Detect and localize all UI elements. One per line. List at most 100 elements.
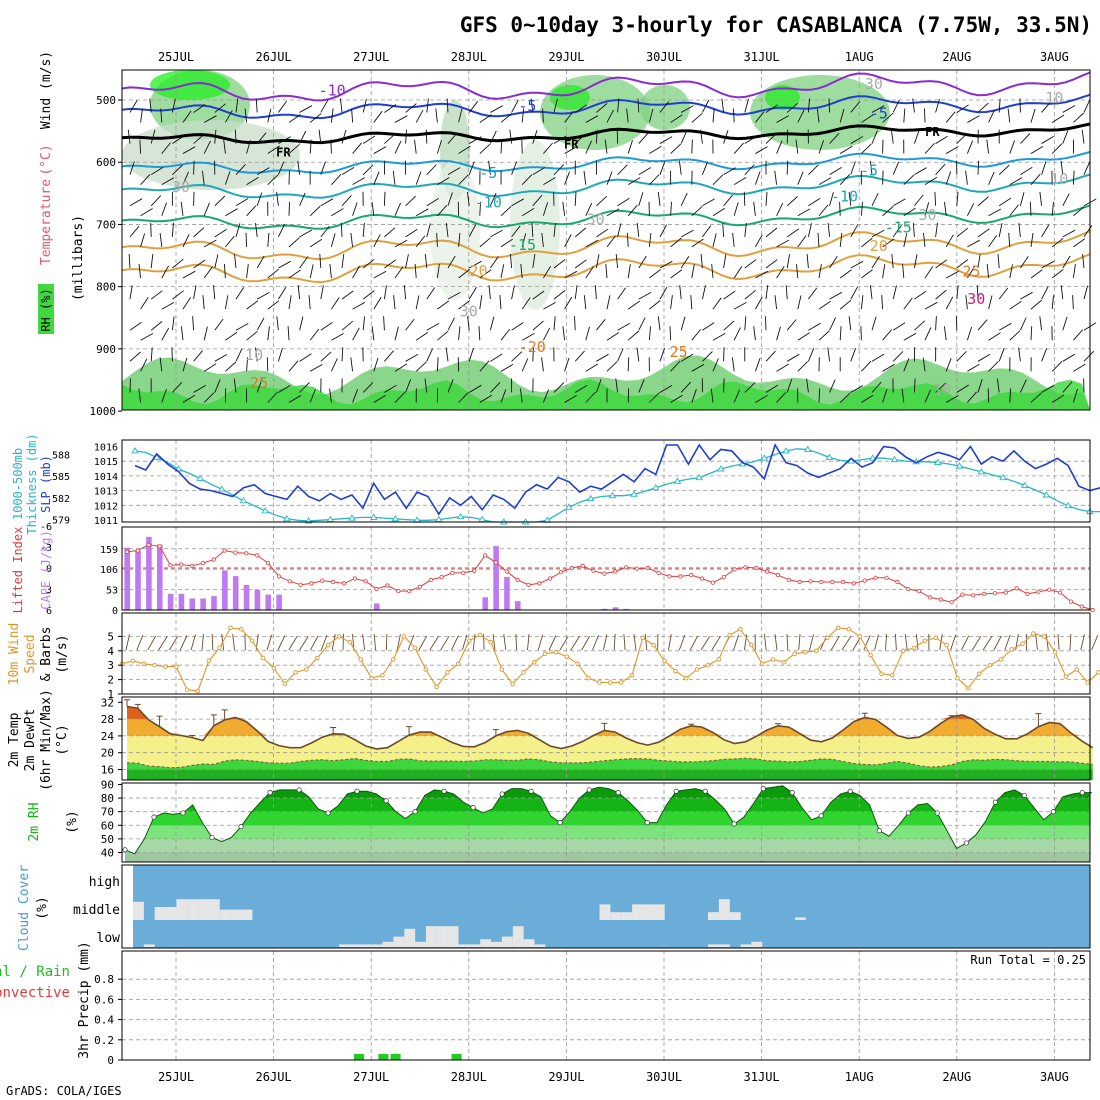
wind-barb [500,264,505,279]
wind-barb-10m [342,633,344,651]
wind-barb [193,285,197,300]
wind-barb [392,170,396,185]
wind-barb [267,391,278,403]
date-label-top: 29JUL [548,50,584,64]
wind-barb [182,357,188,372]
wind-barb-10m [125,634,130,651]
wind-barb [871,316,877,331]
wind-barb [786,228,799,238]
wind-barb [234,254,237,269]
precip-bg [122,951,1090,1060]
lifted-index-point [547,576,553,581]
wind-barb [171,316,175,331]
cape-bar [373,603,380,610]
wind-barb [712,207,726,217]
temperature-contour [121,151,1091,174]
wind-barb [956,285,959,300]
wind-barb [352,389,359,403]
wind-barb [755,296,763,310]
cloud-cell-low [534,944,546,947]
wind-barb [276,191,279,206]
lifted-index-point [656,570,661,576]
contour-label: FR [925,125,940,139]
wind-barb [744,222,747,237]
wind-barb [159,357,163,372]
wind-barb [394,115,408,123]
wind-barb [287,326,290,341]
wind-barb [202,295,205,310]
lifted-index-point [1068,599,1074,604]
cloud-cell-low [491,941,502,947]
wind-barb [309,389,316,403]
wind-barb [267,268,279,279]
rh-point [644,820,650,826]
rh-point [528,788,534,794]
wind-barb [797,171,804,185]
lifted-index-point [190,563,195,569]
wind-barb [626,232,629,247]
wind-barb [680,381,692,393]
wind-barb-10m [763,634,767,651]
wind-barb [765,316,767,331]
wind-barb [500,139,503,154]
slp-tick-label: 1014 [94,472,118,483]
wind-barb [276,316,279,331]
label-wind10-3: & Barbs [39,627,54,682]
wind-barb-10m [689,635,699,651]
wind-barb [277,224,286,238]
wind-barb [712,358,719,372]
lifted-index-point [428,577,433,583]
wind-barb [967,265,976,279]
label-rh: RH (%) [39,288,53,331]
wind-barb [585,363,598,372]
lifted-index-point [1058,590,1063,595]
cape-tick-label: 0 [112,606,118,617]
cloud-cell-low [480,939,492,947]
cloud-cell-middle [610,912,622,920]
lifted-index-point [396,588,401,594]
wind-barb [426,287,436,300]
wind-barb [182,297,191,310]
wind-barb [235,223,241,238]
wind-speed-point [825,635,830,641]
cape-tick-label: 159 [100,545,118,556]
cloud-cell-low [469,944,481,947]
label-total-rain: Total / Rain [0,964,70,980]
wind-barb [139,139,142,154]
lifted-index-point [743,565,748,570]
date-label-top: 26JUL [256,50,292,64]
rh2m-tick-label: 40 [101,846,114,859]
wind-barb-10m [201,634,204,651]
wind-barb [255,347,258,362]
lifted-index-point [298,582,303,587]
wind-speed-point [456,661,461,667]
lifted-index-point [461,570,466,576]
contour-label: -15 [509,236,536,254]
wind-barb [924,389,932,403]
wind-speed-point [315,655,320,661]
wind-barb [1007,108,1011,123]
wind-barb [542,108,544,123]
wind-barb [128,253,131,269]
wind-barb [892,161,900,175]
wind-barb-10m [711,636,721,651]
wind-barb [670,360,681,372]
upper-air-frame [121,69,1091,411]
precip-frame [121,950,1091,1061]
wind-speed-point [857,634,863,639]
wind-barb [691,264,695,279]
wind-barb [330,358,338,372]
wind-barb [150,195,162,207]
wind-barb [246,139,251,154]
cloud-cell-low [360,944,372,947]
contour-label: -5 [518,97,536,115]
wind-barb [606,109,614,123]
wind-barb [797,109,805,123]
wind-barb [234,129,237,144]
lifted-index-point [851,581,857,586]
wind-barb [182,394,196,403]
wind-barb [362,135,376,144]
label-slp: SLP (mb) [39,455,53,513]
thickness-point [869,454,877,461]
wind-speed-point [217,645,222,651]
